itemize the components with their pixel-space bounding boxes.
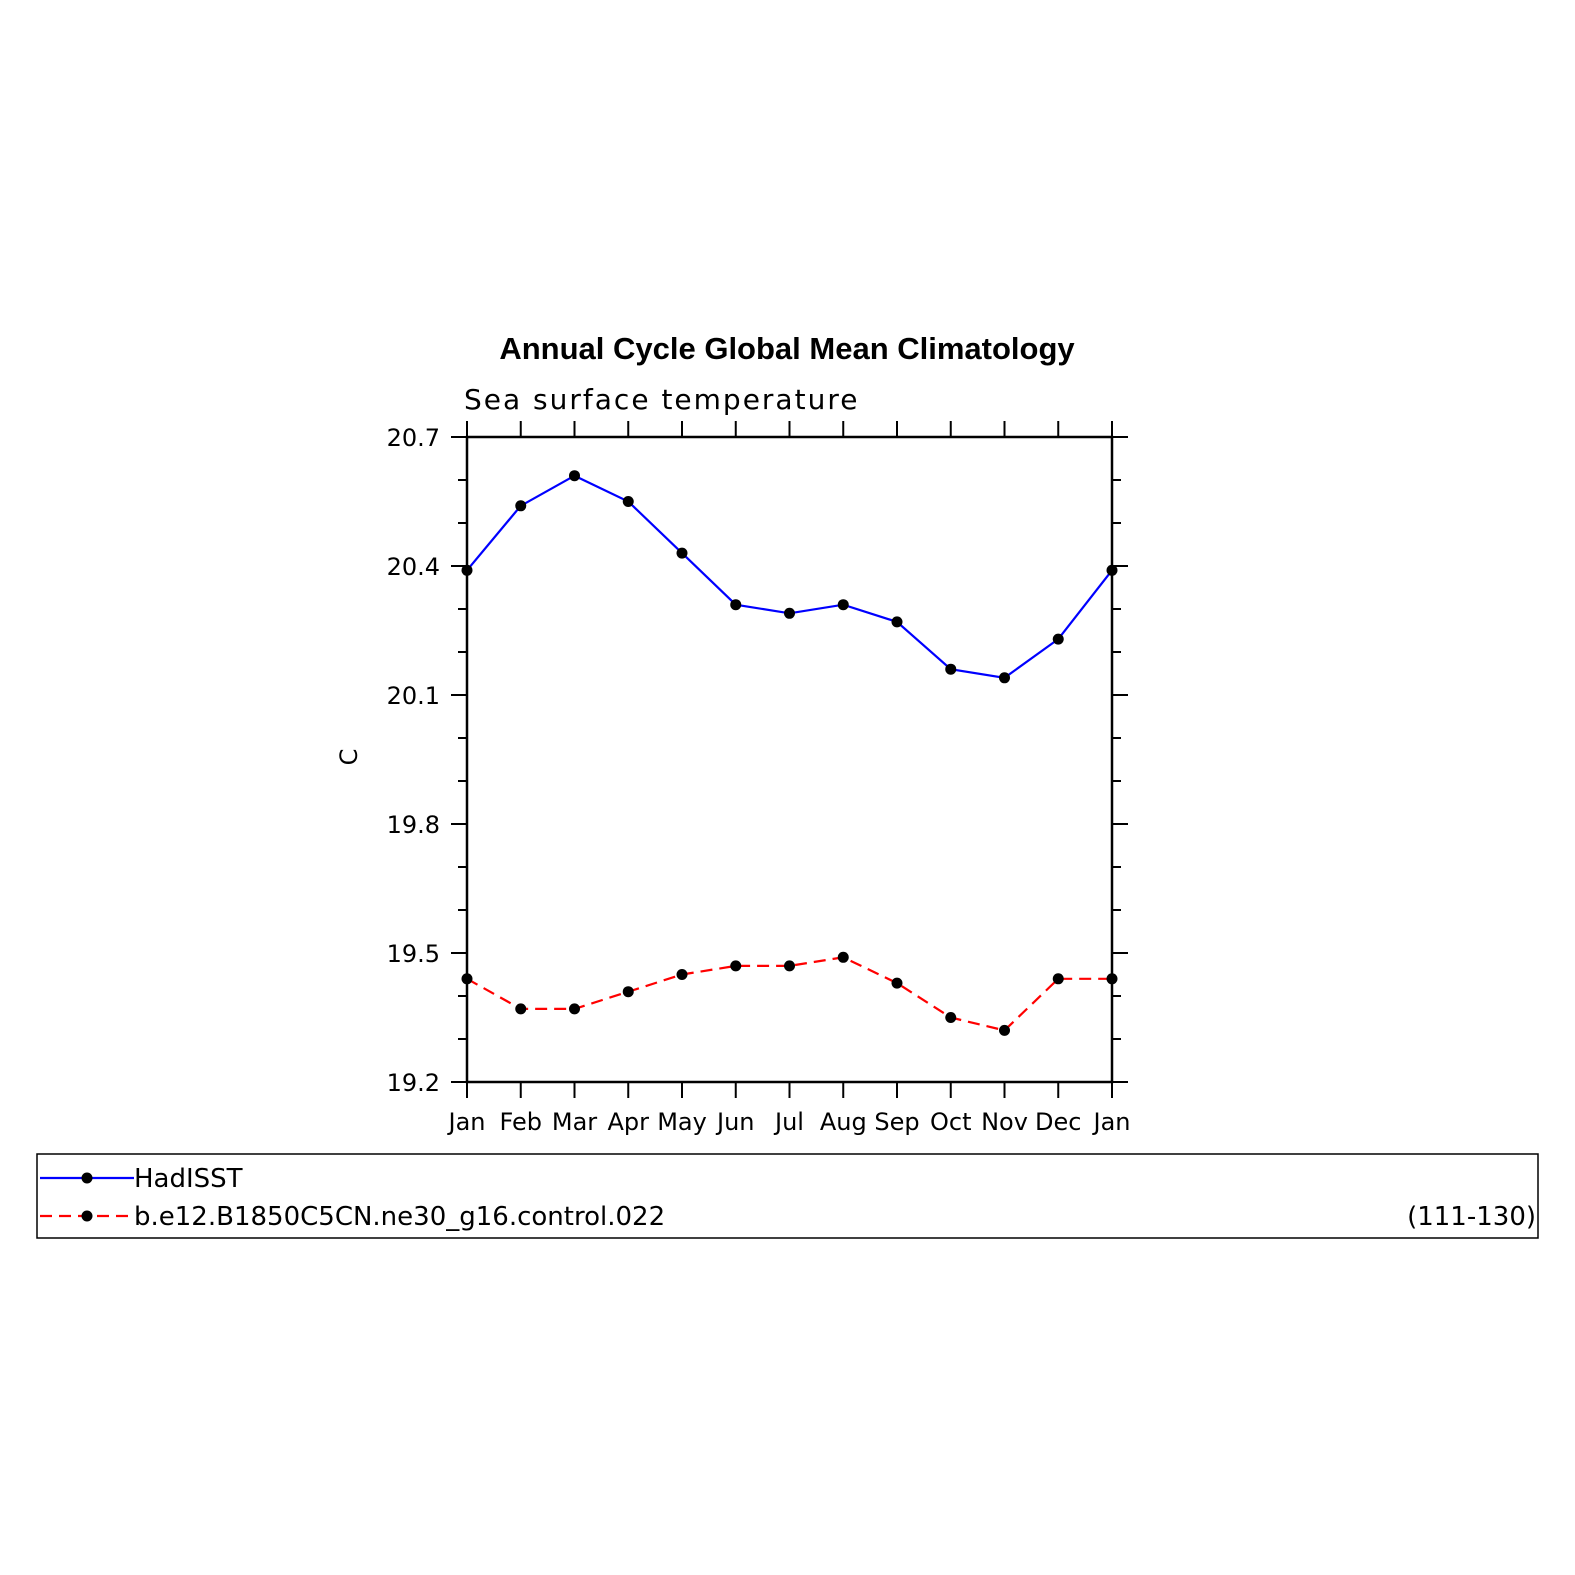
series-point-0: [784, 607, 795, 619]
series-point-1: [730, 960, 742, 972]
series-point-1: [461, 973, 473, 985]
series-point-1: [569, 1003, 580, 1015]
legend-label-hadisst: HadISST: [134, 1164, 243, 1194]
series-point-1: [1052, 973, 1064, 985]
series-point-0: [1052, 633, 1064, 645]
x-tick-label: Feb: [500, 1108, 543, 1136]
chart-subtitle: Sea surface temperature: [464, 383, 859, 416]
series-line-0: [466, 474, 1113, 679]
series-point-0: [945, 663, 957, 675]
x-tick-label: May: [657, 1108, 707, 1136]
y-tick-label: 19.5: [387, 940, 440, 968]
series-point-1: [515, 1003, 527, 1015]
series-point-0: [569, 470, 580, 482]
y-axis-label: C: [335, 749, 363, 766]
x-tick-label: Dec: [1035, 1108, 1081, 1136]
y-tick-label: 19.8: [387, 811, 440, 839]
series-point-0: [676, 547, 688, 559]
x-tick-label: Aug: [820, 1108, 867, 1136]
x-tick-label: Jan: [1092, 1108, 1131, 1136]
series-point-1: [676, 969, 688, 980]
series-point-1: [999, 1024, 1010, 1036]
chart-title: Annual Cycle Global Mean Climatology: [499, 331, 1075, 366]
series-point-1: [837, 951, 849, 963]
series-point-0: [461, 564, 473, 576]
x-tick-label: Jun: [715, 1108, 755, 1136]
x-tick-label: Oct: [930, 1108, 972, 1136]
y-tick-label: 20.1: [387, 682, 440, 710]
legend: HadISST b.e12.B1850C5CN.ne30_g16.control…: [36, 1153, 1539, 1239]
x-tick-label: Mar: [552, 1108, 597, 1136]
series-point-1: [945, 1012, 957, 1023]
x-tick-label: Jan: [447, 1108, 486, 1136]
legend-label-model: b.e12.B1850C5CN.ne30_g16.control.022: [134, 1202, 665, 1232]
plot-frame: [465, 435, 1114, 1084]
series-layer: [461, 470, 1118, 1036]
legend-years: (111-130): [1407, 1202, 1536, 1232]
series-point-1: [784, 960, 795, 972]
x-tick-label: Jul: [773, 1108, 804, 1136]
series-point-1: [622, 986, 634, 998]
series-point-0: [999, 672, 1010, 684]
x-tick-label: Nov: [981, 1108, 1028, 1136]
series-point-0: [730, 599, 742, 611]
series-point-0: [515, 500, 527, 512]
series-point-1: [891, 977, 903, 989]
y-tick-label: 20.4: [387, 553, 440, 581]
x-tick-label: Sep: [874, 1108, 919, 1136]
series-point-1: [1106, 973, 1118, 985]
series-point-0: [837, 599, 849, 611]
series-point-0: [622, 496, 634, 507]
legend-box: [36, 1153, 1539, 1239]
legend-marker-hadisst: [81, 1172, 93, 1184]
y-tick-label: 20.7: [387, 424, 440, 452]
series-point-0: [1106, 564, 1118, 576]
legend-marker-model: [81, 1210, 93, 1222]
series-point-0: [891, 616, 903, 628]
y-tick-label: 19.2: [387, 1069, 440, 1097]
x-tick-label: Apr: [607, 1108, 649, 1136]
